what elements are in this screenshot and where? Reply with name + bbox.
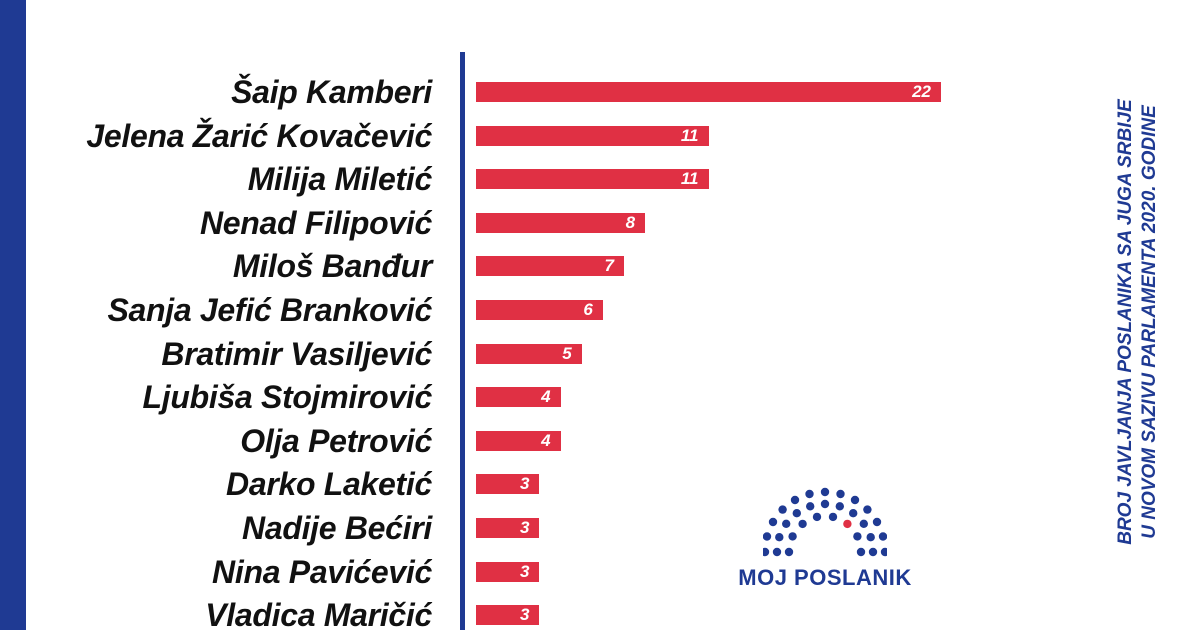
logo-seat-dot [806,502,815,511]
bar [476,125,709,146]
category-label: Olja Petrović [240,422,432,459]
bar-value-label: 4 [541,430,551,450]
bar-value-label: 22 [912,82,931,101]
logo-seat-dot [782,519,791,528]
bar-value-label: 5 [562,343,572,363]
bar-value-label: 7 [604,256,614,276]
logo-seat-dot [775,533,784,542]
logo-seat-dot [850,495,860,505]
logo-seat-dot [798,519,807,529]
logo-seat-dot [868,547,878,557]
bar [476,256,624,277]
bar-value-label: 4 [541,387,551,407]
bar-value-label: 3 [519,605,530,625]
logo-seat-dot [772,547,782,557]
bar-value-label: 11 [680,169,699,189]
category-label: Vladica Maričić [205,597,432,634]
bar [476,212,646,233]
category-label: Nadije Bećiri [242,510,432,546]
bar [476,474,540,495]
logo-seat-dot [878,532,887,541]
logo-seat-dot [866,533,875,542]
logo-seat-dot [880,547,887,557]
logo-seat-dot [849,509,858,518]
logo-seat-dot [859,519,868,528]
logo-seat-dot [784,547,794,557]
logo-seat-dot [763,532,772,541]
category-label: Darko Laketić [226,466,432,503]
bar [476,300,603,320]
logo-seat-dot [856,547,866,557]
parliament-arc-icon [763,487,887,557]
side-title: BROJ JAVLJANJA POSLANIKA SA JUGA SRBIJE … [1108,55,1168,590]
logo-seat-dot [812,512,822,522]
bar [476,605,540,626]
logo-seat-dot [768,517,778,527]
category-label: Ljubiša Stojmirović [142,379,433,416]
logo-seat-dot [863,505,872,514]
logo-seat-dot [828,512,838,522]
category-axis-line [460,52,465,630]
bar-value-label: 3 [519,561,530,581]
bar [476,387,561,408]
logo-seat-dot [763,547,770,557]
bar [476,82,941,102]
bar [476,518,540,538]
logo-seat-dot [836,489,845,499]
logo-seat-dot [805,489,814,499]
bar-value-label: 6 [583,300,593,319]
left-accent-stripe [0,0,26,630]
category-label: Nenad Filipović [200,204,432,241]
category-label: Jelena Žarić Kovačević [86,117,432,154]
logo-seat-dot [853,532,862,541]
side-title-line-2: U NOVOM SAZIVU PARLAMENTA 2020. GODINE [1139,105,1160,539]
logo-seat-dot [790,495,800,505]
bar-value-label: 3 [519,518,530,537]
logo-seat-dot [835,502,844,511]
logo-seat-dot [820,499,830,509]
category-label: Milija Miletić [247,161,433,198]
moj-poslanik-logo: MOJ POSLANIK [715,480,935,595]
logo-seat-dot [872,517,882,527]
bar [476,430,561,451]
logo-seat-dot [820,487,830,497]
bar-value-label: 3 [519,474,530,494]
category-label: Miloš Banđur [232,248,432,285]
bar-value-label: 8 [625,212,636,232]
category-label: Nina Pavićević [212,553,432,590]
bar [476,343,582,364]
logo-text: MOJ POSLANIK [738,565,912,590]
bar [476,169,709,190]
category-label: Šaip Kamberi [231,74,432,110]
logo-seat-dot [788,532,797,541]
logo-seat-dot-highlight [843,519,852,529]
side-title-line-1: BROJ JAVLJANJA POSLANIKA SA JUGA SRBIJE [1115,99,1136,545]
bar-value-label: 11 [680,125,699,145]
category-label: Bratimir Vasiljević [161,335,432,372]
category-label: Sanja Jefić Branković [107,292,432,328]
bar [476,561,540,582]
category-labels: Šaip Kamberi Jelena Žarić Kovačević Milija… [30,0,433,633]
logo-seat-dot [792,509,801,518]
logo-seat-dot [778,505,787,514]
